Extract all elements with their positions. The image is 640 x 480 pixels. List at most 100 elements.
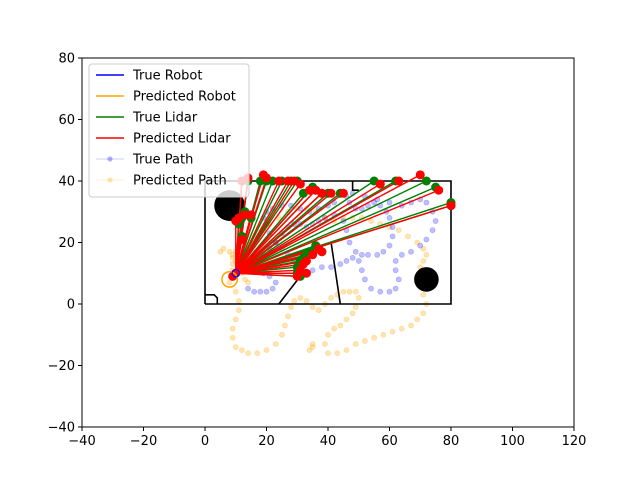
predicted-lidar-hit <box>317 247 327 257</box>
true-path-point <box>263 288 270 295</box>
predicted-lidar-hit <box>295 179 305 189</box>
predicted-path-point <box>408 322 414 329</box>
predicted-path-point <box>395 227 402 234</box>
predicted-path-point <box>217 248 224 255</box>
predicted-path-point <box>245 279 251 286</box>
predicted-lidar-ray <box>235 189 317 274</box>
true-path-point <box>349 254 356 261</box>
predicted-path-point <box>325 350 331 357</box>
true-path-point <box>392 267 399 274</box>
true-path-point <box>386 242 393 249</box>
environment-wall <box>205 293 219 304</box>
true-path-point <box>408 248 414 255</box>
predicted-path-point <box>361 337 368 344</box>
predicted-path-point <box>232 288 239 295</box>
predicted-lidar-hit <box>240 210 250 220</box>
x-tick-label: −20 <box>130 434 157 449</box>
true-path-point <box>309 267 316 274</box>
predicted-path-point <box>226 279 233 286</box>
legend-label: True Robot <box>132 69 202 84</box>
predicted-path-point <box>245 350 251 357</box>
predicted-lidar-hit <box>434 185 444 195</box>
predicted-lidar-hit <box>292 271 302 281</box>
x-tick-label: 0 <box>201 434 209 449</box>
predicted-path-point <box>423 251 430 258</box>
true-path-point <box>398 251 405 258</box>
environment-wall <box>278 275 301 305</box>
predicted-lidar-ray <box>235 183 301 274</box>
predicted-lidar-ray <box>235 180 400 274</box>
predicted-path-point <box>405 233 411 240</box>
predicted-lidar-hit <box>274 176 284 186</box>
predicted-path-point <box>343 316 350 323</box>
environment-wall <box>351 181 359 191</box>
predicted-path-point <box>371 334 378 341</box>
true-path-point <box>386 214 393 221</box>
y-tick-label: 0 <box>67 298 75 313</box>
true-path-point <box>392 285 399 292</box>
true-path-point <box>358 251 365 258</box>
predicted-lidar-ray <box>235 180 295 274</box>
predicted-path-point <box>297 294 304 301</box>
predicted-path-point <box>285 313 291 320</box>
predicted-lidar-ray <box>235 263 304 274</box>
legend-label: Predicted Lidar <box>133 132 231 147</box>
y-tick-label: 20 <box>58 236 75 251</box>
legend: True Robot Predicted Robot True Lidar Predi… <box>88 63 250 198</box>
predicted-path-point <box>322 341 328 347</box>
true-lidar-ray <box>235 180 427 274</box>
true-path-point <box>423 199 430 206</box>
predicted-path-point <box>254 350 261 357</box>
predicted-path-point <box>420 245 427 252</box>
predicted-path-point <box>309 341 316 347</box>
x-tick-label: 20 <box>258 434 275 449</box>
predicted-path-point <box>229 325 236 332</box>
predicted-lidar-hit <box>338 188 348 198</box>
environment-wall <box>204 180 452 305</box>
true-robot <box>231 268 241 278</box>
predicted-lidar-ray <box>235 177 268 274</box>
true-path-point <box>269 285 276 292</box>
predicted-path-point <box>238 347 245 354</box>
true-path-point <box>361 276 368 283</box>
predicted-lidar-ray <box>235 192 344 274</box>
predicted-path-point <box>242 276 248 283</box>
predicted-path-point <box>414 239 421 246</box>
true-path-point <box>389 233 396 240</box>
predicted-path-point <box>420 291 427 298</box>
predicted-path-point <box>389 328 396 335</box>
predicted-path-point <box>349 310 356 317</box>
predicted-path-point <box>306 347 313 354</box>
y-tick-label: 40 <box>58 175 75 190</box>
y-tick-label: −20 <box>48 359 75 374</box>
predicted-path-point <box>235 298 242 304</box>
true-path-point <box>429 227 436 234</box>
predicted-path-point <box>232 344 239 350</box>
legend-label: True Lidar <box>132 111 198 126</box>
predicted-path-point <box>352 304 359 310</box>
legend-label: Predicted Robot <box>133 90 236 105</box>
legend-box <box>88 63 250 198</box>
predicted-path-point <box>420 310 427 317</box>
environment-wall <box>330 242 342 305</box>
predicted-path-point <box>380 331 387 338</box>
predicted-lidar-hit <box>415 170 425 180</box>
predicted-lidar-hit <box>446 201 456 211</box>
predicted-lidar-ray <box>235 214 252 274</box>
predicted-path-point <box>334 350 341 357</box>
predicted-lidar-hit <box>326 188 336 198</box>
predicted-lidar-ray <box>235 214 246 274</box>
predicted-path-point <box>309 304 316 310</box>
predicted-path-point <box>420 258 427 264</box>
predicted-path-point <box>272 341 279 347</box>
predicted-lidar-ray <box>235 183 381 274</box>
true-path-point <box>423 236 430 243</box>
true-path-point <box>337 261 344 267</box>
true-path-point <box>272 279 279 286</box>
predicted-path-point <box>340 288 347 295</box>
predicted-path-point <box>315 307 322 314</box>
predicted-robot <box>221 270 239 288</box>
true-path-point <box>395 276 402 283</box>
true-path-point <box>432 218 439 224</box>
